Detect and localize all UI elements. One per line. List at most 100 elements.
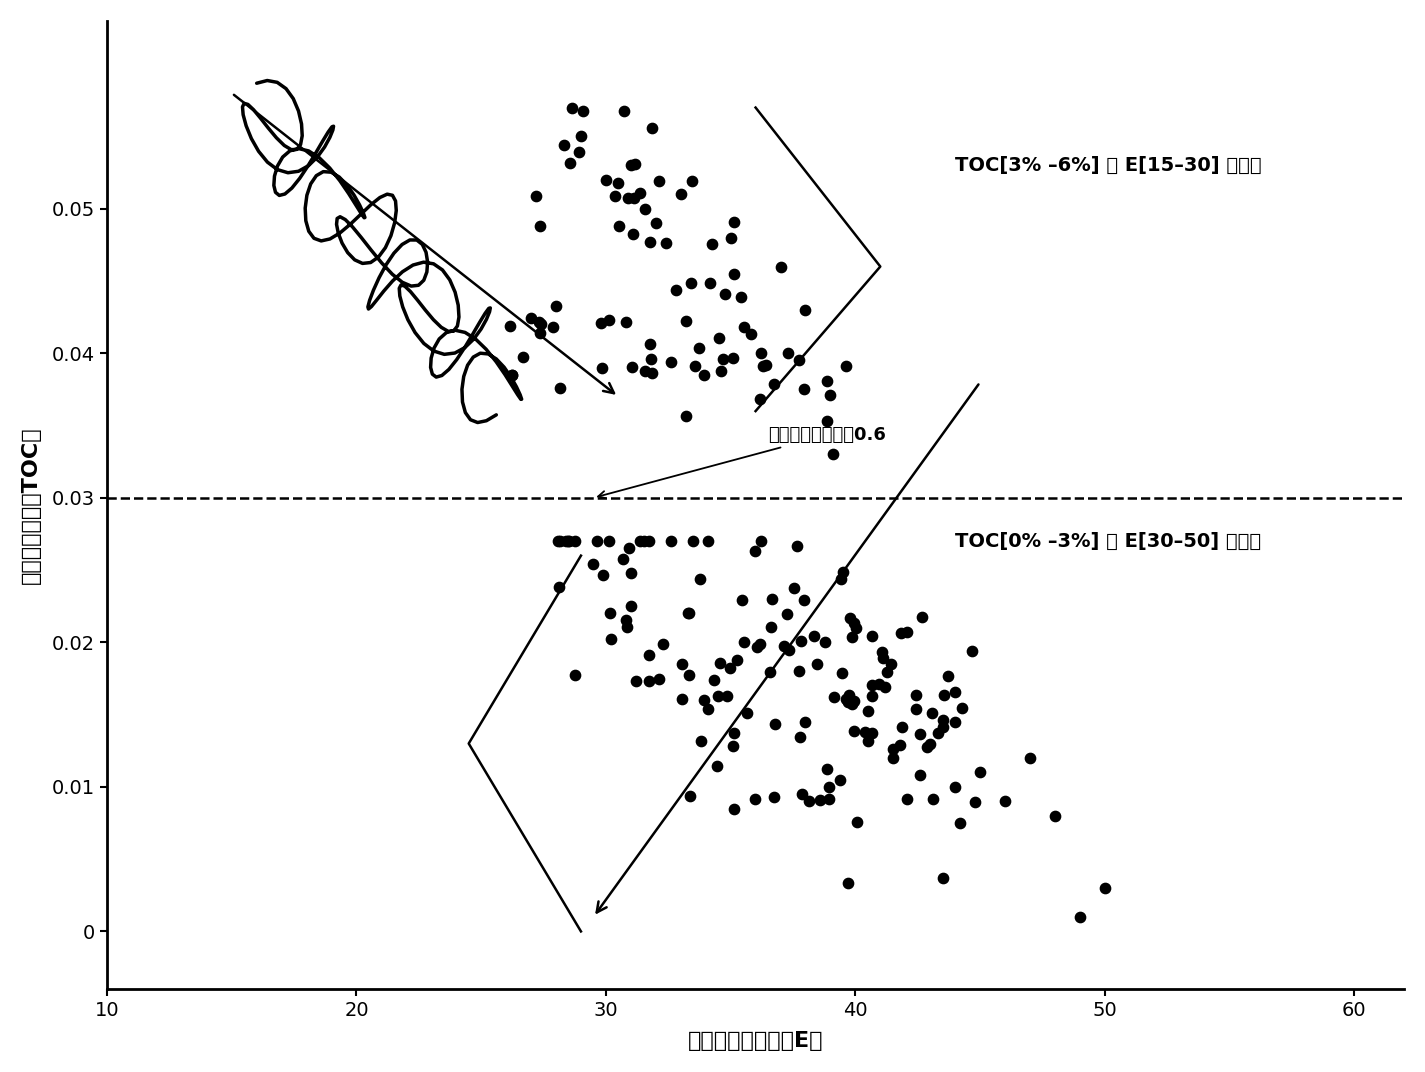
Point xyxy=(889,624,912,641)
Point xyxy=(720,229,742,247)
Point xyxy=(845,620,868,637)
Point xyxy=(949,814,972,831)
Point xyxy=(722,349,745,367)
Point xyxy=(789,632,812,650)
Point xyxy=(693,691,715,709)
Point xyxy=(621,225,644,242)
Point xyxy=(598,605,621,622)
Point xyxy=(665,281,688,298)
Text: 总体相关系数小万0.6: 总体相关系数小万0.6 xyxy=(598,426,886,498)
Point xyxy=(530,315,553,332)
Point xyxy=(671,690,694,708)
Point xyxy=(617,539,640,556)
Point xyxy=(861,687,884,704)
Point xyxy=(836,694,859,711)
Point xyxy=(570,128,593,145)
Point xyxy=(684,358,707,375)
Point xyxy=(809,792,832,809)
Point xyxy=(854,724,876,741)
Point xyxy=(856,732,879,749)
Point xyxy=(527,313,550,330)
Point xyxy=(872,650,895,667)
Point xyxy=(660,533,683,550)
Point xyxy=(725,651,748,668)
Point xyxy=(616,314,638,331)
Point xyxy=(916,739,939,756)
Point xyxy=(744,542,767,560)
Point xyxy=(638,336,661,353)
Point xyxy=(620,157,643,174)
Point xyxy=(680,274,703,292)
Point xyxy=(891,718,913,735)
Point xyxy=(950,700,973,717)
Point xyxy=(620,564,643,581)
Point xyxy=(647,173,670,190)
Point xyxy=(608,218,631,235)
Point xyxy=(637,646,660,664)
Point xyxy=(832,564,855,581)
Point xyxy=(700,235,722,252)
Point xyxy=(798,792,821,809)
Point xyxy=(628,184,651,202)
Point xyxy=(614,611,637,628)
Point xyxy=(633,533,656,550)
Point xyxy=(633,362,656,379)
Point xyxy=(842,723,865,740)
Point xyxy=(554,533,577,550)
Point xyxy=(777,344,799,361)
Point xyxy=(603,188,626,205)
Point xyxy=(829,570,852,587)
Point xyxy=(921,704,943,721)
Point xyxy=(764,715,787,732)
Point xyxy=(838,609,861,626)
Point xyxy=(909,766,932,784)
Point xyxy=(815,413,838,430)
Point xyxy=(905,701,928,718)
Point xyxy=(690,732,712,749)
Point xyxy=(748,390,771,407)
Point xyxy=(597,533,620,550)
Point xyxy=(819,387,842,404)
Point xyxy=(564,666,587,683)
Point xyxy=(1019,749,1042,766)
Point xyxy=(703,671,725,688)
Point xyxy=(637,533,660,550)
Point xyxy=(993,793,1016,810)
Point xyxy=(567,144,590,161)
Point xyxy=(600,630,623,647)
Point xyxy=(838,686,861,703)
Text: TOC[3% –6%] 与 E[15–30] 相对应: TOC[3% –6%] 与 E[15–30] 相对应 xyxy=(955,155,1261,175)
Point xyxy=(791,786,814,803)
Point xyxy=(861,676,884,694)
Point xyxy=(882,741,905,758)
Point xyxy=(794,301,817,318)
Point xyxy=(818,790,841,807)
Point xyxy=(549,379,571,397)
Point xyxy=(549,533,571,550)
Point xyxy=(674,312,697,329)
Point xyxy=(818,778,841,795)
Point xyxy=(960,642,983,659)
Point xyxy=(638,234,661,251)
Point xyxy=(547,533,570,550)
Point xyxy=(760,619,782,636)
Point xyxy=(1093,879,1116,896)
Point xyxy=(835,690,858,708)
Point xyxy=(722,724,745,741)
Point xyxy=(564,533,587,550)
Point xyxy=(651,636,674,653)
Point xyxy=(693,367,715,384)
Point xyxy=(586,533,608,550)
Point xyxy=(624,672,647,689)
Point xyxy=(735,704,758,721)
Point xyxy=(547,579,570,596)
Point xyxy=(943,683,966,700)
Point xyxy=(500,367,523,384)
Point xyxy=(740,325,762,342)
Point xyxy=(722,800,745,817)
X-axis label: 反演的弹性参数（E）: 反演的弹性参数（E） xyxy=(688,1031,824,1052)
Point xyxy=(754,357,777,374)
Point xyxy=(889,736,912,754)
Point xyxy=(708,330,731,347)
Point xyxy=(932,686,955,703)
